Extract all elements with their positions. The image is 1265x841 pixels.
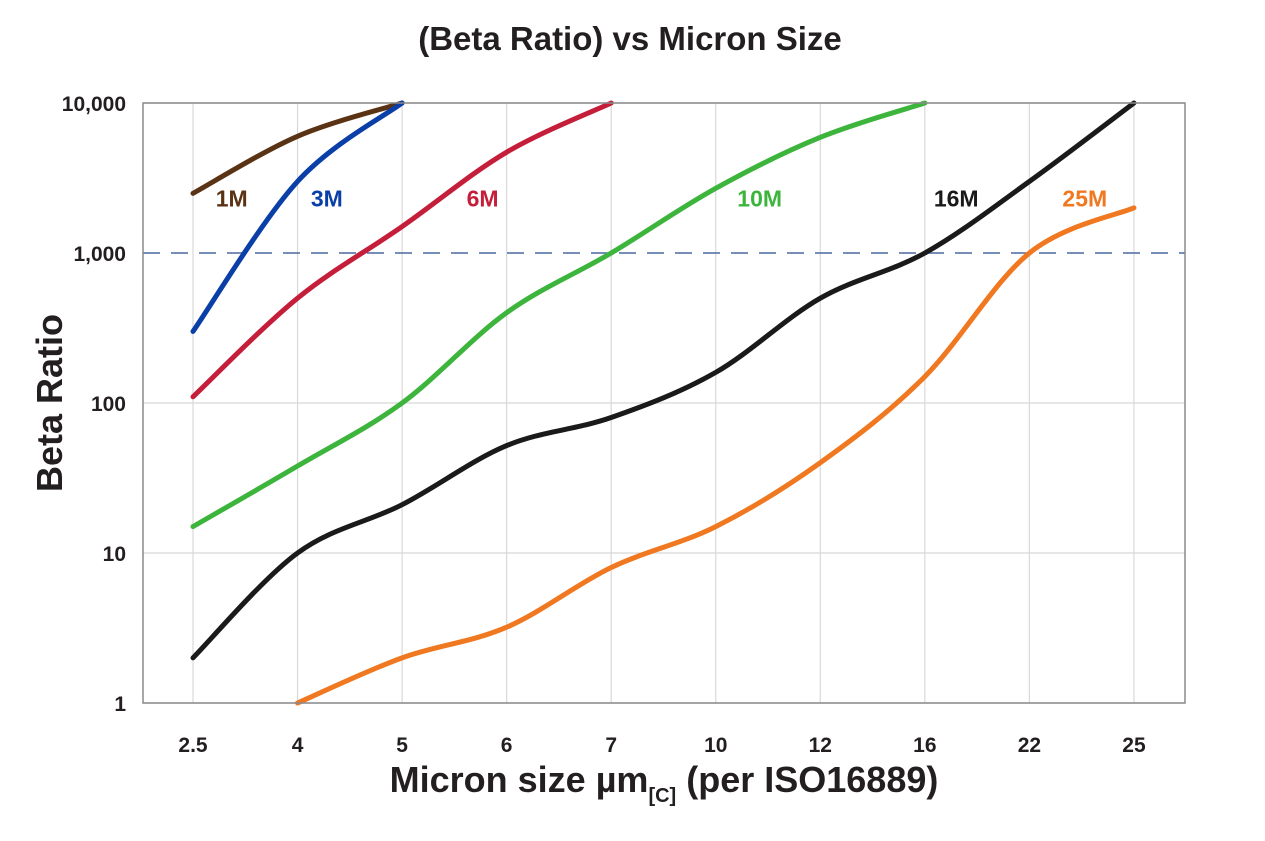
series-line-10M xyxy=(190,100,928,530)
series-label-1M: 1M xyxy=(216,186,248,212)
series-label-16M: 16M xyxy=(934,186,979,212)
x-tick-label: 2.5 xyxy=(178,734,208,757)
y-tick-labels: 1 10 100 1,000 10,000 xyxy=(62,93,127,716)
x-tick-label: 16 xyxy=(913,734,936,757)
x-tick-label: 7 xyxy=(605,734,617,757)
y-axis-label: Beta Ratio xyxy=(29,314,70,492)
y-tick-label: 10,000 xyxy=(62,93,126,116)
series-label-3M: 3M xyxy=(311,186,343,212)
x-tick-label: 25 xyxy=(1122,734,1146,757)
x-tick-label: 10 xyxy=(704,734,727,757)
y-tick-label: 10 xyxy=(103,543,126,566)
x-tick-label: 5 xyxy=(396,734,408,757)
x-axis-label-subscript: [C] xyxy=(648,785,676,807)
grid xyxy=(143,102,1185,704)
series-line-16M xyxy=(190,100,1137,661)
plot-frame xyxy=(142,102,1186,704)
x-axis-label-main: Micron size µm xyxy=(390,759,649,800)
x-tick-label: 12 xyxy=(809,734,832,757)
x-tick-labels: 2.5 4 5 6 7 10 12 16 22 25 xyxy=(178,734,1146,757)
x-axis-label-suffix-space xyxy=(676,759,686,800)
x-axis-label-suffix: (per ISO16889) xyxy=(686,759,938,800)
series-group xyxy=(190,100,1137,706)
series-label-25M: 25M xyxy=(1062,186,1107,212)
series-line-6M xyxy=(190,100,614,400)
chart-title: (Beta Ratio) vs Micron Size xyxy=(418,20,842,57)
x-tick-label: 22 xyxy=(1018,734,1041,757)
series-label-10M: 10M xyxy=(737,186,782,212)
x-tick-label: 4 xyxy=(292,734,304,757)
y-tick-label: 100 xyxy=(91,393,126,416)
series-label-6M: 6M xyxy=(467,186,499,212)
series-line-1M xyxy=(190,100,405,196)
series-labels: 1M 3M 6M 10M 16M 25M xyxy=(216,186,1107,212)
x-axis-label: Micron size µm[C] (per ISO16889) xyxy=(390,759,939,807)
y-tick-label: 1 xyxy=(114,693,126,716)
series-line-25M xyxy=(295,205,1137,706)
x-tick-label: 6 xyxy=(501,734,513,757)
y-tick-label: 1,000 xyxy=(73,243,126,266)
series-line-3M xyxy=(190,100,405,334)
